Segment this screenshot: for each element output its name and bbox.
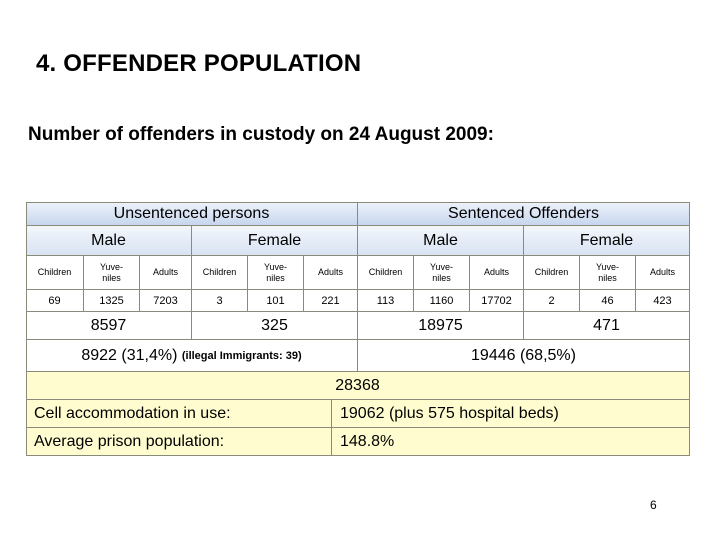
- val-sent-male-children: 113: [358, 290, 414, 312]
- val-sent-female-children: 2: [524, 290, 580, 312]
- val-unsent-female-children: 3: [192, 290, 248, 312]
- cat-juv-line1: Yuve-: [429, 261, 453, 272]
- cat-juv-line2: niles: [266, 272, 285, 283]
- header-unsent-male: Male: [26, 226, 192, 256]
- val-sent-female-juveniles: 46: [580, 290, 636, 312]
- cell-accommodation-value: 19062 (plus 575 hospital beds): [332, 400, 690, 428]
- val-unsent-female-adults: 221: [304, 290, 358, 312]
- val-sent-male-juveniles: 1160: [414, 290, 470, 312]
- subtotal-unsent-female: 325: [192, 312, 358, 340]
- subtitle-colon: :: [487, 124, 494, 145]
- cat-unsent-female-juveniles: Yuve-niles: [248, 256, 304, 290]
- page-number: 6: [650, 498, 657, 512]
- offender-table: Unsentenced persons Sentenced Offenders …: [26, 202, 690, 456]
- cat-sent-male-children: Children: [358, 256, 414, 290]
- cat-unsent-female-children: Children: [192, 256, 248, 290]
- header-sent-male: Male: [358, 226, 524, 256]
- cat-unsent-male-children: Children: [26, 256, 84, 290]
- slide-title: 4. OFFENDER POPULATION: [36, 50, 362, 77]
- avg-population-value: 148.8%: [332, 428, 690, 456]
- cat-unsent-male-adults: Adults: [140, 256, 192, 290]
- header-sent-female: Female: [524, 226, 690, 256]
- cat-sent-female-adults: Adults: [636, 256, 690, 290]
- grand-total: 28368: [26, 372, 690, 400]
- val-sent-male-adults: 17702: [470, 290, 524, 312]
- cat-juv-line2: niles: [102, 272, 121, 283]
- val-unsent-male-juveniles: 1325: [84, 290, 140, 312]
- header-unsentenced: Unsentenced persons: [26, 202, 358, 226]
- total-sentenced: 19446 (68,5%): [358, 340, 690, 372]
- cat-juv-line2: niles: [598, 272, 617, 283]
- cat-sent-female-juveniles: Yuve-niles: [580, 256, 636, 290]
- illegal-immigrants-note: (illegal Immigrants: 39): [181, 349, 302, 362]
- val-sent-female-adults: 423: [636, 290, 690, 312]
- cat-juv-line2: niles: [432, 272, 451, 283]
- cat-sent-female-children: Children: [524, 256, 580, 290]
- val-unsent-female-juveniles: 101: [248, 290, 304, 312]
- subtotal-sent-male: 18975: [358, 312, 524, 340]
- header-unsent-female: Female: [192, 226, 358, 256]
- cat-unsent-male-juveniles: Yuve-niles: [84, 256, 140, 290]
- cat-juv-line1: Yuve-: [595, 261, 619, 272]
- cat-sent-male-juveniles: Yuve-niles: [414, 256, 470, 290]
- cat-juv-line1: Yuve-: [263, 261, 287, 272]
- subtitle-text: Number of offenders in custody on 24 Aug…: [28, 124, 488, 145]
- total-unsentenced-value: 8922 (31,4%): [81, 346, 178, 364]
- val-unsent-male-adults: 7203: [140, 290, 192, 312]
- cat-unsent-female-adults: Adults: [304, 256, 358, 290]
- cell-accommodation-label: Cell accommodation in use:: [26, 400, 332, 428]
- subtotal-unsent-male: 8597: [26, 312, 192, 340]
- total-unsentenced: 8922 (31,4%) (illegal Immigrants: 39): [26, 340, 358, 372]
- subtotal-sent-female: 471: [524, 312, 690, 340]
- slide-subtitle: Number of offenders in custody on 24 Aug…: [28, 124, 494, 146]
- header-sentenced: Sentenced Offenders: [358, 202, 690, 226]
- avg-population-label: Average prison population:: [26, 428, 332, 456]
- cat-sent-male-adults: Adults: [470, 256, 524, 290]
- cat-juv-line1: Yuve-: [99, 261, 123, 272]
- val-unsent-male-children: 69: [26, 290, 84, 312]
